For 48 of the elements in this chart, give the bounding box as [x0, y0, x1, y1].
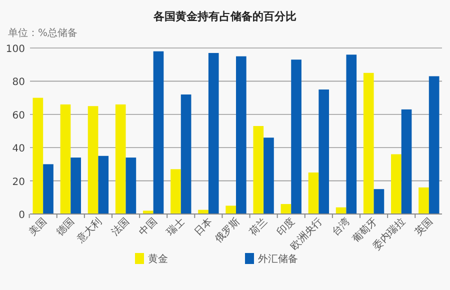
x-tick-label: 俄罗斯 — [212, 216, 242, 246]
bar — [180, 94, 192, 214]
bar — [280, 204, 292, 214]
bar — [115, 104, 126, 214]
bar — [126, 158, 136, 214]
bar — [170, 169, 181, 214]
x-tick-label: 日本 — [192, 216, 215, 238]
x-tick-label: 法国 — [109, 216, 132, 238]
bar — [264, 138, 274, 214]
legend-label: 黄金 — [148, 253, 168, 265]
x-tick-label: 美国 — [26, 216, 50, 238]
bar — [308, 172, 319, 214]
bar — [98, 156, 109, 214]
x-tick-label: 印度 — [274, 216, 298, 238]
bar — [253, 126, 264, 214]
legend-label: 外汇储备 — [258, 253, 298, 265]
bar — [226, 206, 236, 214]
bar — [346, 54, 357, 214]
x-tick-label: 台湾 — [330, 216, 352, 238]
bar — [88, 106, 98, 214]
bar — [401, 109, 412, 214]
x-tick-label: 瑞士 — [164, 216, 188, 238]
y-tick-label: 100 — [6, 44, 25, 55]
bar — [60, 104, 71, 214]
bar — [374, 189, 384, 214]
bar — [428, 76, 440, 214]
bar — [43, 164, 54, 214]
bar — [153, 51, 164, 214]
bar — [208, 52, 219, 214]
y-axis-title: 单位：%总储备 — [8, 27, 78, 39]
bar — [363, 72, 374, 214]
x-tick-label: 中国 — [136, 216, 160, 238]
x-tick-label: 荷兰 — [247, 216, 270, 238]
bar — [418, 187, 429, 214]
bar — [318, 90, 330, 214]
x-tick-label: 英国 — [412, 216, 436, 238]
y-tick-label: 60 — [12, 110, 25, 122]
chart-title: 各国黄金持有占储备的百分比 — [152, 10, 296, 23]
y-tick-label: 0 — [18, 210, 25, 221]
bar — [236, 56, 246, 214]
bar — [70, 158, 81, 214]
bar — [32, 98, 44, 214]
y-tick-label: 20 — [12, 176, 25, 188]
y-tick-label: 80 — [12, 77, 25, 88]
y-tick-label: 40 — [12, 144, 25, 155]
bar — [391, 154, 402, 214]
bar — [142, 210, 154, 214]
bar — [291, 60, 302, 214]
